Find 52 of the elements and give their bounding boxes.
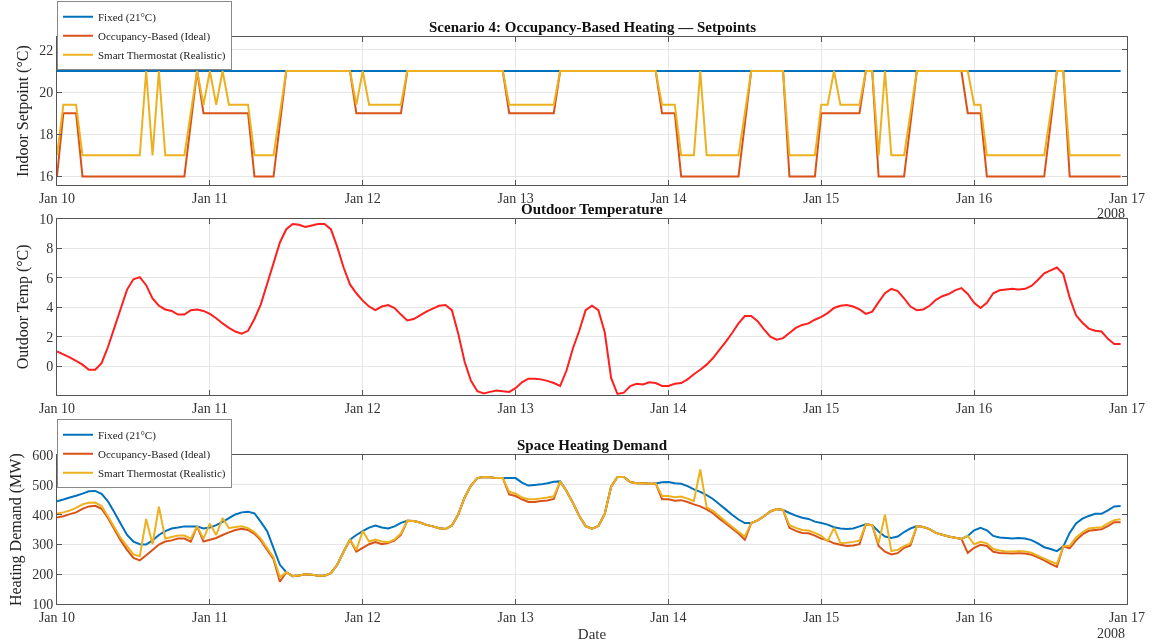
- y-tick-label: 8: [46, 241, 54, 257]
- x-tick-label: Jan 14: [650, 609, 687, 625]
- y-tick-label: 600: [32, 448, 54, 464]
- x-tick-label: Jan 11: [192, 609, 228, 625]
- y-tick-label: 20: [39, 84, 54, 100]
- x-tick-label: Jan 13: [497, 400, 534, 416]
- x-tick-label: Jan 11: [192, 190, 228, 206]
- legend-label: Fixed (21°C): [98, 11, 157, 25]
- x-tick-label: Jan 12: [344, 400, 381, 416]
- y-axis-title: Outdoor Temp (°C): [14, 244, 33, 370]
- y-tick-label: 200: [32, 567, 54, 583]
- text: 2008: [1097, 626, 1125, 641]
- y-tick-label: 500: [32, 477, 54, 493]
- x-axis-title: Date: [577, 625, 607, 642]
- y-tick-label: 6: [46, 270, 54, 286]
- x-tick-label: Jan 17: [1108, 190, 1146, 206]
- annotation: 2008: [1097, 206, 1125, 221]
- x-tick-label: Jan 14: [650, 190, 687, 206]
- legend-label: Smart Thermostat (Realistic): [98, 466, 226, 480]
- y-tick-label: 22: [39, 42, 54, 58]
- chart-title: Scenario 4: Occupancy-Based Heating — Setpoints: [429, 19, 757, 35]
- x-tick-label: Jan 11: [192, 400, 228, 416]
- y-tick-label: 10: [39, 211, 54, 227]
- x-tick-label: Jan 10: [38, 400, 76, 416]
- x-tick-label: Jan 16: [956, 609, 993, 625]
- x-tick-label: Jan 15: [803, 400, 840, 416]
- y-tick-label: 400: [32, 507, 54, 523]
- legend-label: Fixed (21°C): [98, 428, 157, 442]
- x-tick-label: Jan 14: [650, 400, 687, 416]
- x-tick-label: Jan 13: [497, 609, 534, 625]
- y-tick-label: 2: [46, 329, 54, 345]
- y-tick-label: 4: [46, 300, 54, 316]
- y-tick-label: 18: [39, 127, 54, 143]
- y-tick-label: 16: [39, 169, 54, 185]
- y-tick-label: 0: [46, 359, 54, 375]
- x-tick-label: Jan 17: [1108, 400, 1146, 416]
- chart-title: Space Heating Demand: [517, 437, 668, 453]
- x-tick-label: Jan 10: [38, 190, 76, 206]
- x-tick-label: Jan 12: [344, 609, 381, 625]
- x-tick-label: Jan 12: [344, 190, 381, 206]
- y-tick-label: 300: [32, 537, 54, 553]
- y-axis-title: Heating Demand (MW): [7, 453, 26, 607]
- line-series: [57, 223, 1122, 395]
- legend-label: Smart Thermostat (Realistic): [98, 49, 226, 63]
- legend-label: Occupancy-Based (Ideal): [98, 447, 211, 461]
- x-tick-label: Jan 15: [803, 190, 840, 206]
- x-tick-label: Jan 17: [1108, 609, 1146, 625]
- y-axis-title: Indoor Setpoint (°C): [14, 45, 33, 177]
- x-tick-label: Jan 16: [956, 400, 993, 416]
- x-tick-label: Jan 15: [803, 609, 840, 625]
- x-tick-label: Jan 16: [956, 190, 993, 206]
- legend-label: Occupancy-Based (Ideal): [98, 30, 211, 44]
